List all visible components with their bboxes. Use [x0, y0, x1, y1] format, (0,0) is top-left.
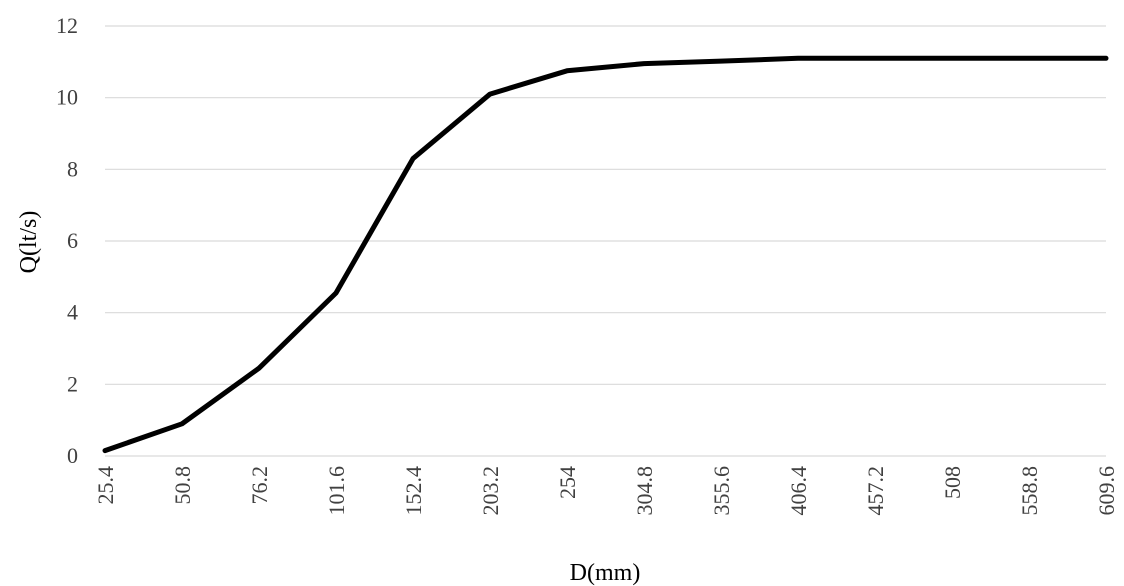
x-tick-label: 203.2	[478, 466, 503, 516]
y-tick-label: 0	[67, 443, 78, 468]
x-tick-label: 457.2	[863, 466, 888, 516]
gridlines	[105, 25, 1106, 457]
y-tick-label: 12	[56, 13, 78, 38]
x-tick-label: 25.4	[93, 466, 118, 505]
y-tick-label: 4	[67, 300, 78, 325]
y-tick-label: 6	[67, 228, 78, 253]
series-layer	[102, 55, 1109, 454]
x-tick-label: 355.6	[709, 466, 734, 516]
x-axis-title: D(mm)	[570, 560, 641, 586]
x-tick-label: 406.4	[786, 466, 811, 516]
x-tick-label: 558.8	[1017, 466, 1042, 516]
x-tick-label: 76.2	[247, 466, 272, 505]
y-tick-label: 8	[67, 156, 78, 181]
series-line	[102, 55, 1109, 454]
y-axis-ticks: 0 2 4 6 8 10 12	[56, 13, 78, 468]
x-tick-label: 508	[940, 466, 965, 499]
x-tick-label: 50.8	[170, 466, 195, 505]
y-tick-label: 2	[67, 371, 78, 396]
y-axis-title: Q(lt/s)	[16, 211, 42, 274]
x-tick-label: 609.6	[1094, 466, 1119, 516]
x-tick-label: 152.4	[401, 466, 426, 516]
x-axis-ticks: 25.4 50.8 76.2 101.6 152.4 203.2 254 304.8 355.6…	[93, 466, 1119, 516]
x-tick-label: 304.8	[632, 466, 657, 516]
x-tick-label: 254	[555, 466, 580, 499]
x-tick-label: 101.6	[324, 466, 349, 516]
y-tick-label: 10	[56, 85, 78, 110]
